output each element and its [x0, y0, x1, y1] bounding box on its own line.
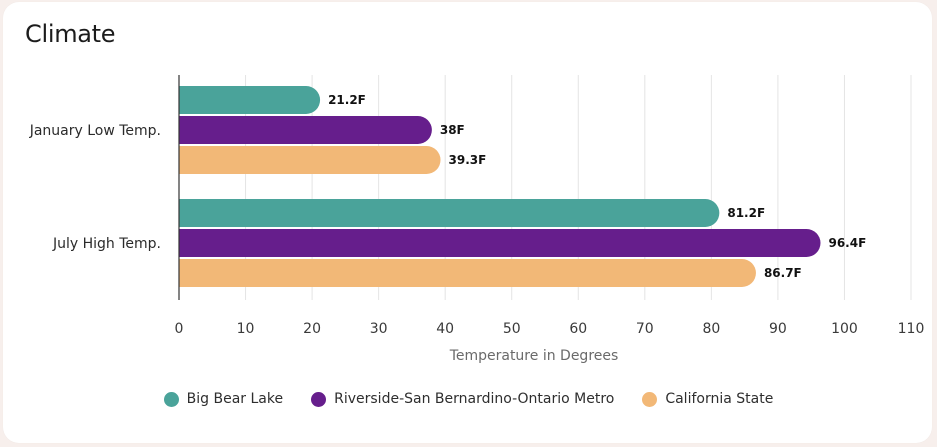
category-label-1: January Low Temp.: [29, 123, 161, 139]
bar-1-2[interactable]: [179, 199, 720, 227]
legend-item-3[interactable]: California State: [642, 391, 773, 407]
category-labels: January Low Temp. July High Temp.: [29, 123, 161, 252]
legend-label-2: Riverside-San Bernardino-Ontario Metro: [334, 391, 615, 407]
x-tick-label-80: 80: [702, 321, 720, 337]
data-label-2-2: 96.4F: [828, 236, 866, 250]
x-tick-label-60: 60: [569, 321, 587, 337]
x-tick-label-0: 0: [175, 321, 184, 337]
category-label-2: July High Temp.: [52, 236, 161, 252]
x-tick-label-30: 30: [370, 321, 388, 337]
bar-3-1[interactable]: [179, 146, 441, 174]
legend-item-1[interactable]: Big Bear Lake: [163, 391, 284, 407]
bar-2-2[interactable]: [179, 229, 821, 257]
bar-3-2[interactable]: [179, 259, 756, 287]
x-axis-ticks: 0 10 20 30 40 50 60 70 80 90 100 110: [175, 321, 925, 337]
legend-swatch-1: [163, 391, 179, 407]
legend-label-3: California State: [665, 391, 774, 407]
chart-legend: Big Bear Lake Riverside-San Bernardino-On…: [0, 391, 937, 407]
x-tick-label-50: 50: [503, 321, 521, 337]
data-label-1-2: 81.2F: [727, 206, 765, 220]
legend-swatch-2: [311, 391, 327, 407]
legend-item-2[interactable]: Riverside-San Bernardino-Ontario Metro: [311, 391, 614, 407]
bar-2-1[interactable]: [179, 116, 432, 144]
x-tick-label-10: 10: [237, 321, 255, 337]
x-tick-label-90: 90: [769, 321, 787, 337]
x-tick-label-40: 40: [436, 321, 454, 337]
bar-1-1[interactable]: [179, 86, 321, 115]
x-tick-label-100: 100: [831, 321, 858, 337]
x-tick-label-110: 110: [898, 321, 925, 337]
data-label-3-1: 39.3F: [449, 153, 487, 167]
data-label-2-1: 38F: [440, 123, 465, 137]
bars: [179, 86, 821, 287]
data-labels: 21.2F 38F 39.3F 81.2F 96.4F 86.7F: [328, 93, 866, 280]
legend-label-1: Big Bear Lake: [186, 391, 284, 407]
x-axis-title: Temperature in Degrees: [449, 348, 619, 364]
data-label-1-1: 21.2F: [328, 93, 366, 107]
data-label-3-2: 86.7F: [764, 266, 802, 280]
card-title: Climate: [25, 20, 116, 48]
x-tick-label-20: 20: [303, 321, 321, 337]
x-tick-label-70: 70: [636, 321, 654, 337]
legend-swatch-3: [642, 391, 658, 407]
